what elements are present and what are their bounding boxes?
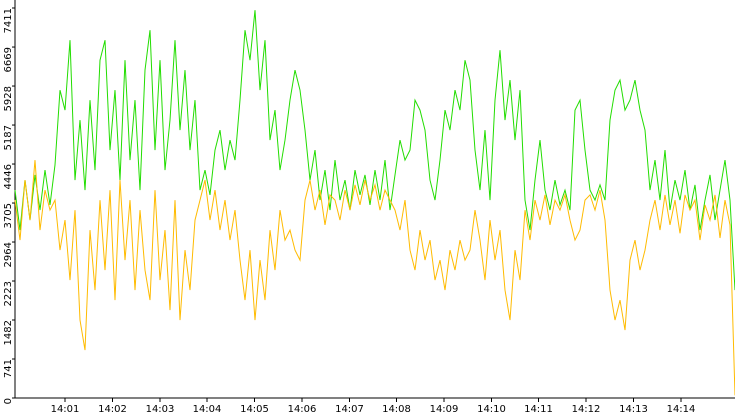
y-tick-label: 3705	[3, 203, 14, 228]
series-line	[14, 160, 735, 396]
x-tick-label: 14:09	[430, 404, 459, 415]
x-tick-label: 14:03	[146, 404, 175, 415]
y-tick-label: 5187	[3, 125, 14, 150]
y-tick-label: 4446	[3, 164, 14, 189]
x-tick-label: 14:01	[51, 404, 80, 415]
y-tick-label: 2223	[3, 281, 14, 306]
y-tick-label: 1482	[3, 320, 14, 345]
series-line	[14, 10, 735, 291]
x-tick-label: 14:13	[619, 404, 648, 415]
y-tick-label: 2964	[3, 242, 14, 267]
x-tick-label: 14:10	[477, 404, 506, 415]
x-tick-label: 14:06	[288, 404, 317, 415]
y-tick-label: 7411	[3, 8, 14, 33]
y-tick-label: 741	[3, 359, 14, 378]
x-tick-label: 14:08	[382, 404, 411, 415]
y-tick-label: 6669	[3, 47, 14, 72]
x-tick-label: 14:07	[335, 404, 364, 415]
y-tick-label: 5928	[3, 86, 14, 111]
x-tick-label: 14:04	[193, 404, 222, 415]
x-tick-label: 14:12	[572, 404, 601, 415]
x-tick-label: 14:02	[98, 404, 127, 415]
x-tick-label: 14:11	[524, 404, 553, 415]
x-tick-label: 14:14	[667, 404, 696, 415]
y-tick-label: 0	[3, 398, 14, 404]
x-tick-label: 14:05	[240, 404, 269, 415]
